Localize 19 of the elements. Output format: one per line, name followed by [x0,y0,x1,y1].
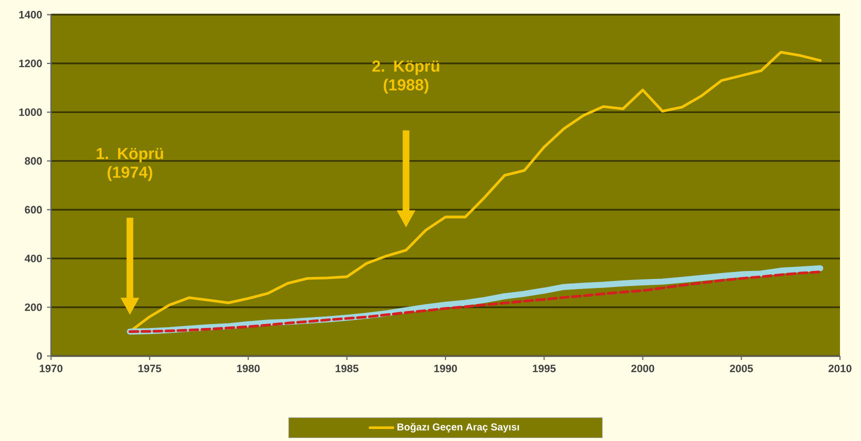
x-tick-label: 1985 [336,364,358,372]
x-tick-label: 1995 [532,364,556,372]
y-tick-label: 1200 [19,60,42,68]
x-tick-label: 1980 [237,364,260,372]
legend-label: Boğazı Geçen Araç Sayısı [397,423,519,432]
y-tick-label: 200 [24,303,42,311]
y-tick-label: 1000 [19,108,42,116]
y-tick-label: 400 [24,254,42,262]
y-tick-label: 600 [24,206,42,214]
x-tick-label: 1970 [40,364,62,372]
y-tick-label: 800 [24,157,42,165]
y-tick-label: 0 [36,352,42,360]
annotation: 1. Köprü (1974) [96,148,164,182]
x-tick-label: 1990 [434,364,457,372]
x-tick-label: 2010 [828,364,852,372]
x-tick-label: 2000 [631,364,654,372]
y-tick-label: 1400 [19,10,42,18]
x-tick-label: 1975 [138,364,162,372]
x-tick-label: 2005 [730,364,753,372]
